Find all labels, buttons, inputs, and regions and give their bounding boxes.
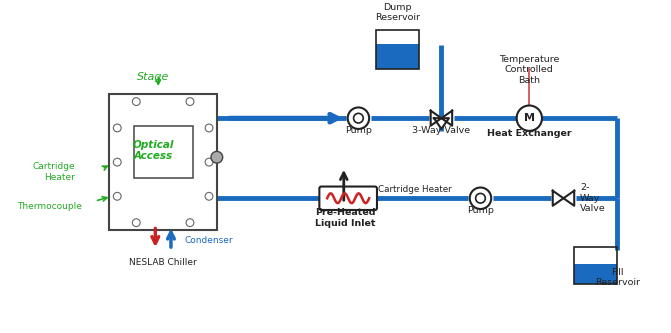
Polygon shape: [431, 111, 442, 126]
Polygon shape: [442, 111, 452, 126]
Text: Pre-Heated
Liquid Inlet: Pre-Heated Liquid Inlet: [315, 208, 376, 227]
Text: M: M: [524, 113, 535, 123]
Text: Heat Exchanger: Heat Exchanger: [487, 129, 572, 138]
Text: Optical
Access: Optical Access: [133, 140, 174, 161]
Text: Cartridge Heater: Cartridge Heater: [378, 184, 452, 193]
Bar: [376, 30, 419, 69]
Bar: [109, 94, 217, 230]
Text: Thermocouple: Thermocouple: [17, 201, 82, 210]
Text: Dump
Reservoir: Dump Reservoir: [375, 3, 420, 23]
Text: Pump: Pump: [345, 126, 372, 135]
Bar: [574, 247, 617, 284]
Text: Cartridge
Heater: Cartridge Heater: [33, 162, 75, 181]
Text: 2-
Way
Valve: 2- Way Valve: [580, 183, 606, 213]
Text: Fill
Reservoir: Fill Reservoir: [595, 268, 639, 287]
Bar: [134, 127, 193, 178]
Text: NESLAB Chiller: NESLAB Chiller: [130, 258, 197, 267]
Text: Temperature
Controlled
Bath: Temperature Controlled Bath: [499, 55, 560, 85]
Polygon shape: [564, 191, 574, 206]
Polygon shape: [434, 118, 449, 129]
Circle shape: [211, 152, 223, 163]
Text: Pump: Pump: [467, 206, 494, 215]
Text: Condenser: Condenser: [185, 236, 234, 245]
Bar: [574, 264, 617, 284]
Bar: [376, 44, 419, 69]
Text: 3-Way Valve: 3-Way Valve: [413, 126, 470, 135]
Polygon shape: [553, 191, 564, 206]
Text: Stage: Stage: [137, 72, 170, 82]
